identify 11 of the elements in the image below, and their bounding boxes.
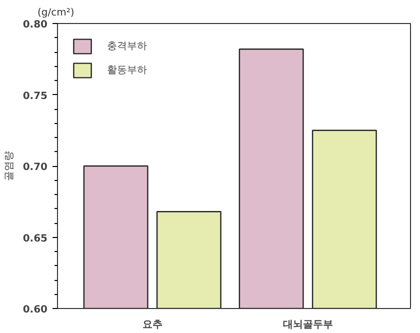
y-axis-title: 골염량 [4, 151, 15, 181]
x-tick-label: 요추 [142, 320, 162, 330]
text: (g/cm²) [38, 8, 74, 18]
x-tick-label: 대뇌골두부 [282, 320, 333, 330]
y-tick-label: 0.80 [22, 20, 48, 30]
legend-label: 활동부하 [107, 64, 147, 77]
legend-label: 충격부하 [107, 40, 147, 53]
y-tick-label: 0.65 [22, 233, 48, 244]
y-tick-label: 0.60 [22, 304, 48, 316]
y-tick-label: 0.70 [22, 162, 48, 173]
y-tick-label: 0.75 [22, 90, 48, 102]
